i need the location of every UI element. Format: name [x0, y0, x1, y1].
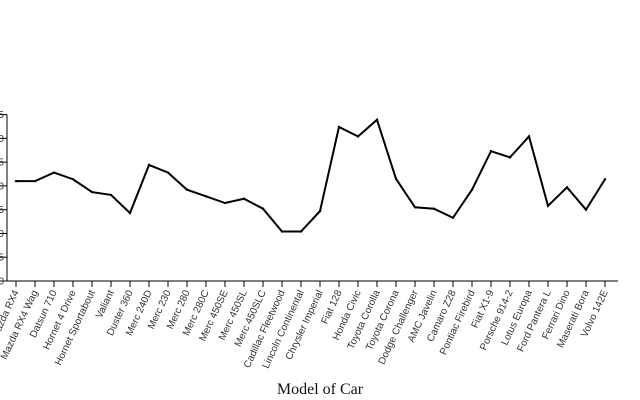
data-point: [223, 201, 227, 205]
data-point: [318, 209, 322, 213]
y-tick-label: 10: [0, 229, 4, 240]
y-tick-label: 35: [0, 110, 4, 121]
data-point: [242, 197, 246, 200]
data-point: [128, 211, 132, 215]
y-tick-label: 5: [0, 253, 4, 264]
y-axis: 0 5 10 15 20 25 30 35: [0, 110, 8, 288]
data-point: [546, 204, 550, 208]
data-point: [71, 178, 75, 181]
data-point: [299, 230, 303, 233]
data-point: [565, 186, 569, 189]
data-point: [14, 179, 18, 183]
data-point: [204, 195, 208, 198]
data-point: [394, 177, 398, 180]
data-point: [375, 118, 379, 122]
data-point: [337, 125, 341, 129]
data-point: [52, 171, 56, 174]
y-tick-label: 15: [0, 205, 4, 216]
data-point: [166, 171, 170, 174]
data-point: [90, 190, 94, 194]
data-point: [432, 207, 436, 210]
y-tick-label: 30: [0, 134, 4, 145]
x-axis-title: Model of Car: [277, 381, 364, 398]
data-point: [261, 207, 265, 210]
data-point: [413, 206, 417, 209]
data-point: [489, 149, 493, 153]
y-tick-label: 20: [0, 181, 4, 192]
data-point: [527, 135, 531, 138]
series-line: [16, 118, 606, 233]
y-tick-label: 0: [0, 277, 4, 288]
data-point: [603, 178, 607, 181]
data-point: [470, 188, 474, 191]
data-point: [33, 179, 37, 183]
data-point: [147, 163, 151, 167]
plot-area: [14, 118, 607, 233]
y-tick-label: 25: [0, 158, 4, 169]
data-point: [356, 135, 360, 138]
data-point: [508, 156, 512, 159]
data-point: [109, 193, 113, 197]
data-point: [280, 230, 284, 233]
data-point: [451, 216, 455, 219]
data-point: [584, 208, 588, 211]
data-point: [185, 188, 189, 191]
